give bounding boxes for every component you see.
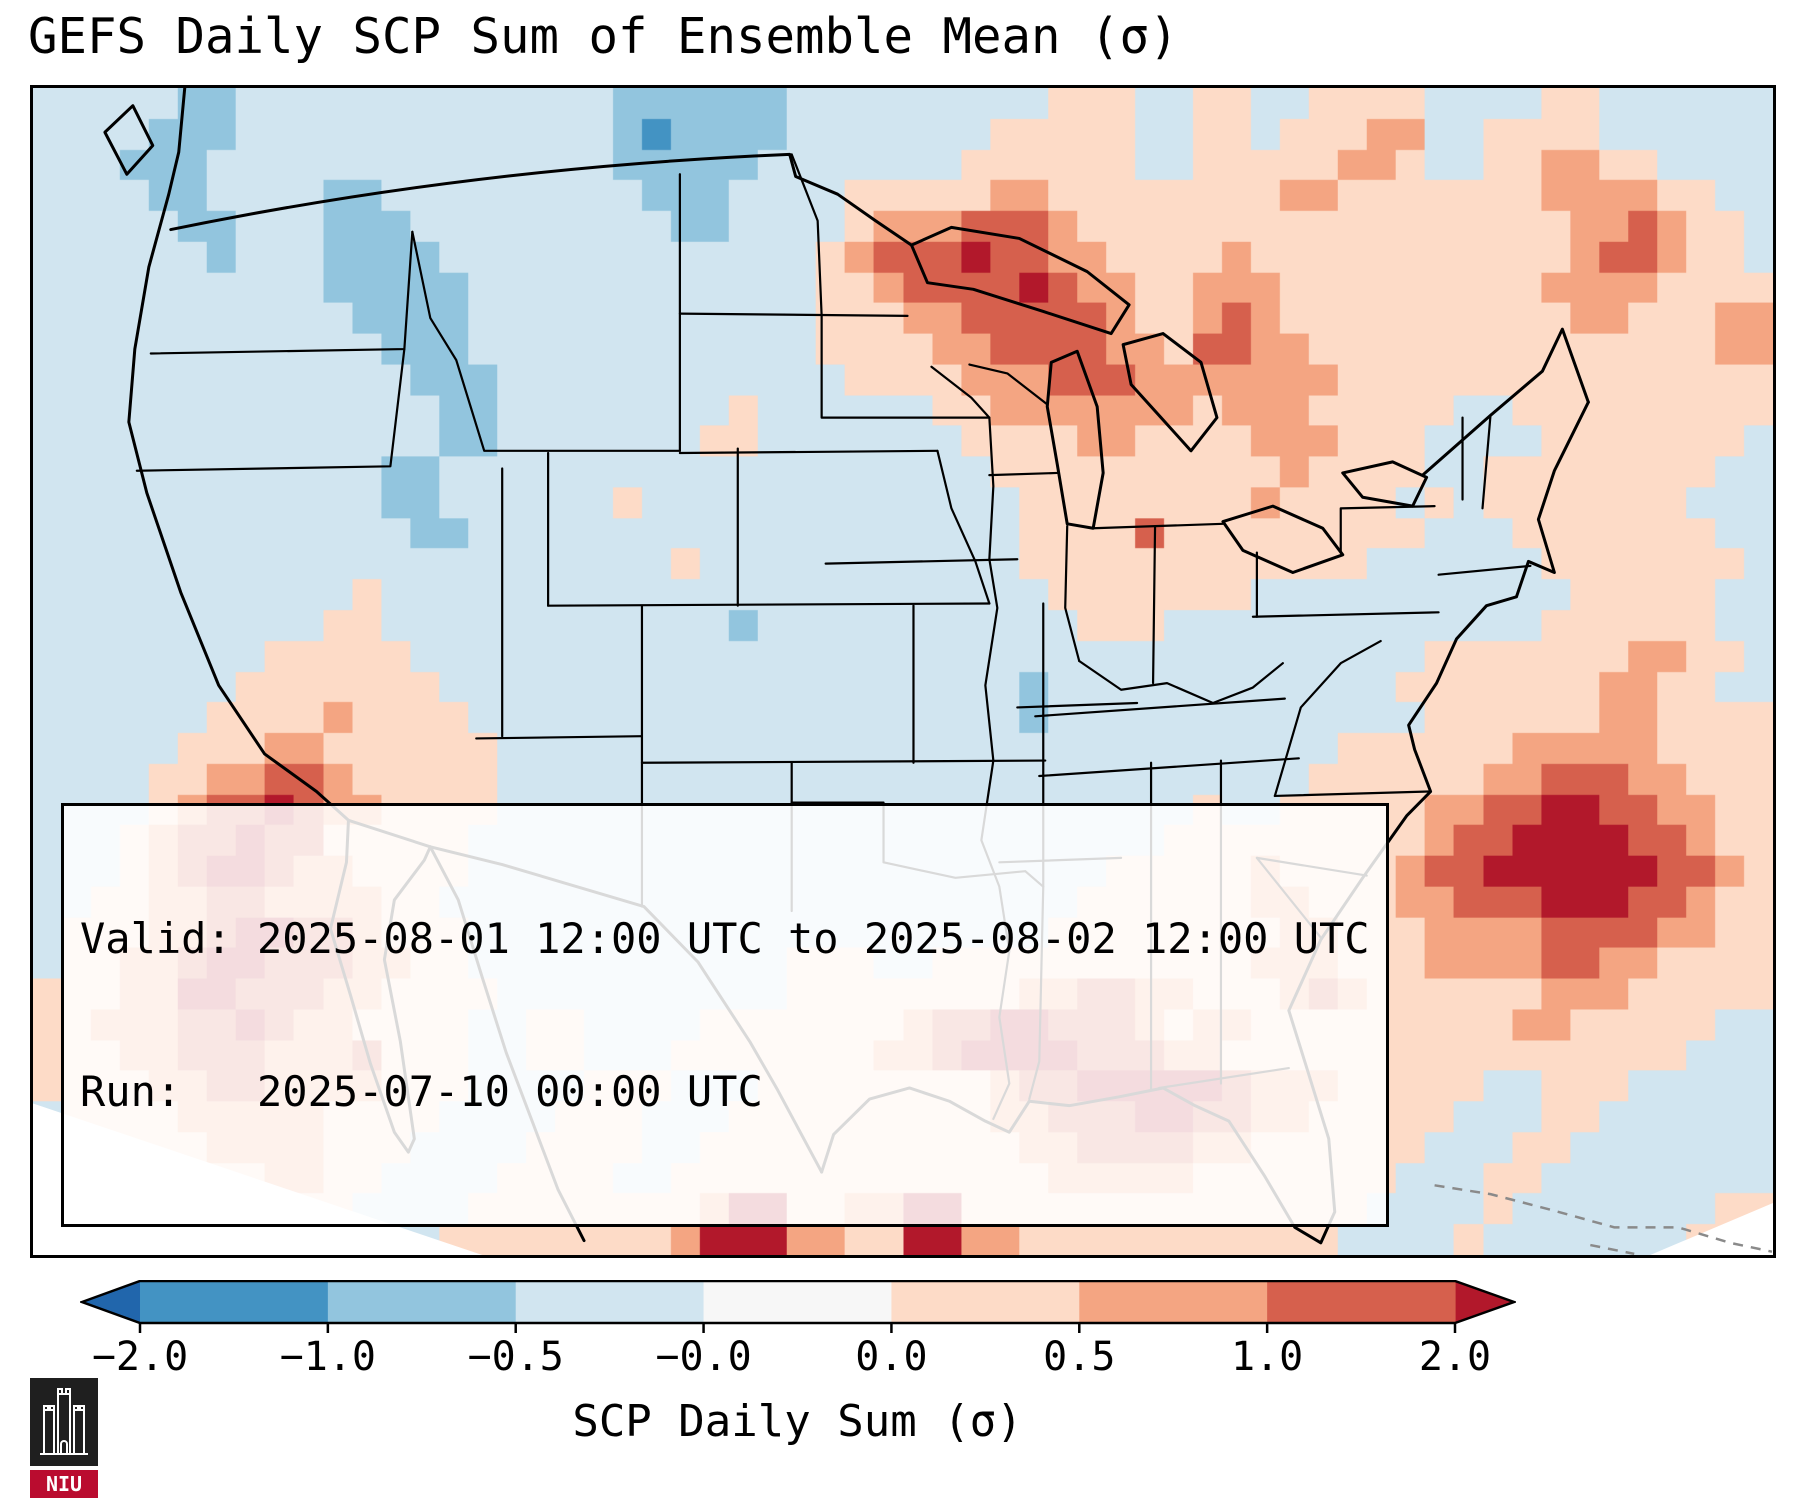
colorbar-tick-label: −2.0 <box>91 1334 189 1380</box>
colorbar <box>80 1280 1516 1333</box>
niu-logo-shield <box>30 1378 98 1466</box>
colorbar-tick-label: −0.5 <box>467 1334 564 1380</box>
colorbar-tick-label: 0.5 <box>1043 1334 1116 1380</box>
colorbar-tick-label: −1.0 <box>279 1334 377 1380</box>
colorbar-segment <box>703 1281 893 1323</box>
niu-logo-banner <box>30 1470 98 1498</box>
niu-logo: NIU <box>28 1376 100 1500</box>
colorbar-segment <box>1079 1281 1268 1323</box>
validity-info-box: Valid: 2025-08-01 12:00 UTC to 2025-08-0… <box>61 803 1389 1227</box>
colorbar-label: SCP Daily Sum (σ) <box>572 1396 1023 1447</box>
weather-map: Valid: 2025-08-01 12:00 UTC to 2025-08-0… <box>30 85 1776 1258</box>
colorbar-tick-label: 1.0 <box>1231 1334 1304 1380</box>
colorbar-tick-labels: −2.0 −1.0 −0.5 −0.0 0.0 0.5 1.0 2.0 <box>80 1334 1516 1382</box>
colorbar-segment <box>140 1281 329 1323</box>
colorbar-segment <box>515 1281 705 1323</box>
colorbar-segment <box>327 1281 517 1323</box>
colorbar-right-arrow <box>1455 1281 1514 1323</box>
cuba-dashed-coastline <box>1435 1185 1772 1254</box>
colorbar-tick-label: 2.0 <box>1418 1334 1492 1380</box>
colorbar-segment <box>1267 1281 1456 1323</box>
colorbar-tick-label: 0.0 <box>855 1334 928 1380</box>
castle-icon <box>40 1388 88 1455</box>
niu-logo-graphic: NIU <box>30 1378 98 1498</box>
colorbar-segment <box>891 1281 1080 1323</box>
niu-logo-text: NIU <box>46 1472 82 1496</box>
run-time-text: Run: 2025-07-10 00:00 UTC <box>80 1067 763 1116</box>
colorbar-left-arrow <box>82 1281 140 1323</box>
colorbar-tick-label: −0.0 <box>655 1334 752 1380</box>
figure-title: GEFS Daily SCP Sum of Ensemble Mean (σ) <box>28 8 1179 65</box>
valid-time-text: Valid: 2025-08-01 12:00 UTC to 2025-08-0… <box>80 914 1370 963</box>
